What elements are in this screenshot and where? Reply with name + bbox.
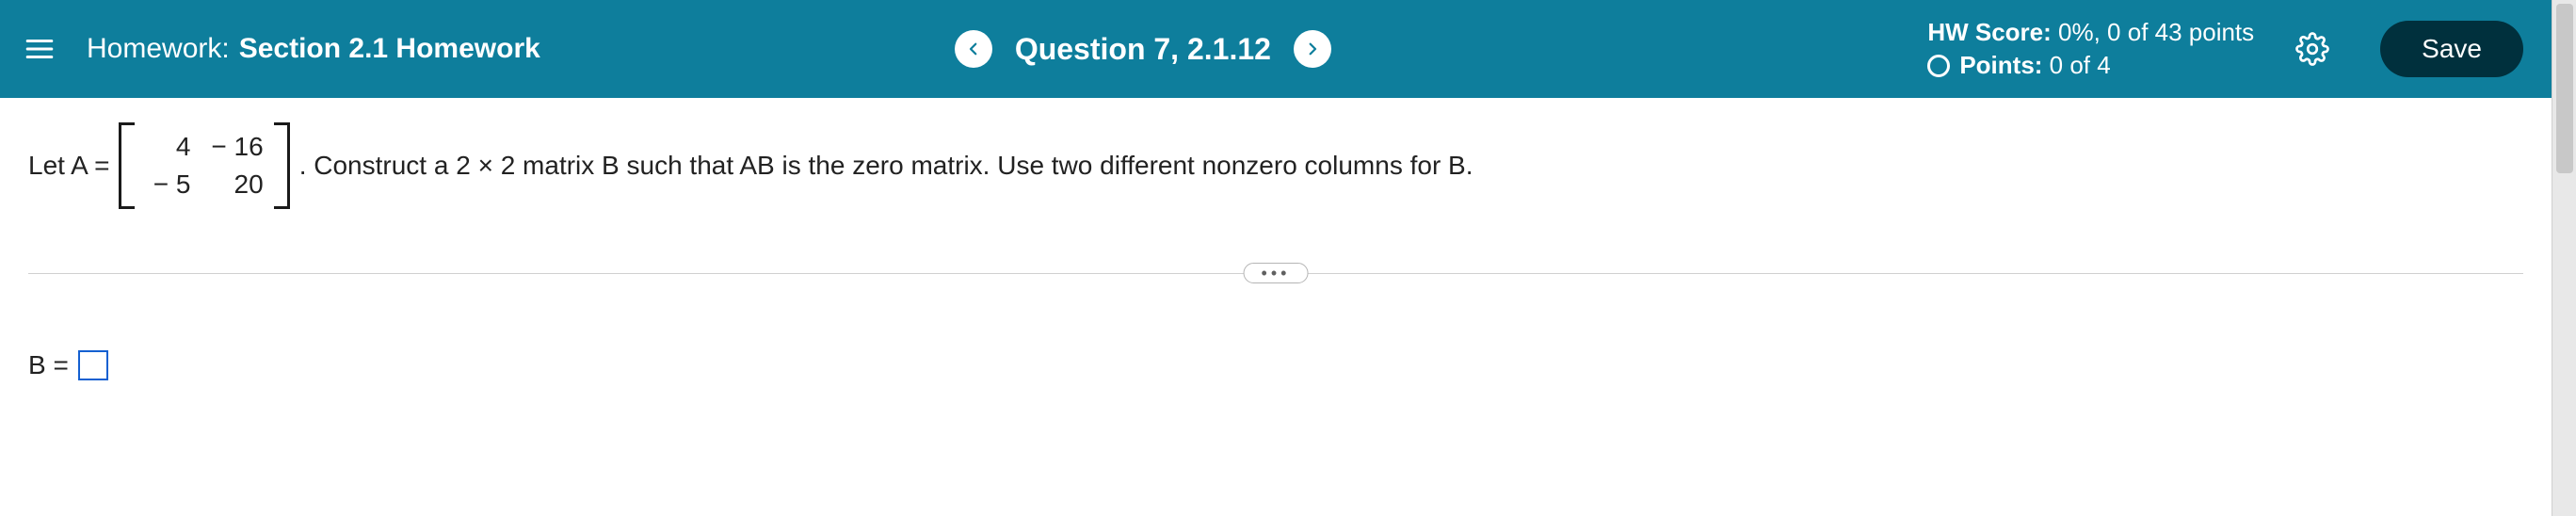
scrollbar-thumb[interactable] xyxy=(2556,4,2573,173)
question-title: Question 7, 2.1.12 xyxy=(1015,32,1271,67)
hamburger-menu-icon[interactable] xyxy=(19,28,60,70)
hw-score-label: HW Score: xyxy=(1927,18,2051,46)
let-a-label: Let A = xyxy=(28,151,109,181)
gear-icon xyxy=(2295,32,2329,66)
problem-statement: Let A = 4 − 16 − 5 20 . Construct a 2 × … xyxy=(28,122,2523,209)
matrix-a-grid: 4 − 16 − 5 20 xyxy=(134,122,274,209)
section-divider: ••• xyxy=(28,262,2523,284)
question-nav: Question 7, 2.1.12 xyxy=(955,30,1331,68)
hw-score-value: 0%, 0 of 43 points xyxy=(2052,18,2254,46)
matrix-a: 4 − 16 − 5 20 xyxy=(119,122,289,209)
prev-question-button[interactable] xyxy=(955,30,992,68)
answer-row: B = xyxy=(28,350,2523,380)
next-question-button[interactable] xyxy=(1294,30,1331,68)
matrix-cell-0-0: 4 xyxy=(145,132,190,162)
top-bar: Homework: Section 2.1 Homework Question … xyxy=(0,0,2552,98)
matrix-cell-1-0: − 5 xyxy=(145,169,190,200)
points: Points: 0 of 4 xyxy=(1927,49,2254,82)
problem-instruction: . Construct a 2 × 2 matrix B such that A… xyxy=(299,151,1473,181)
points-label: Points: xyxy=(1959,51,2042,79)
matrix-right-bracket xyxy=(275,122,290,209)
expand-button[interactable]: ••• xyxy=(1244,263,1309,283)
chevron-right-icon xyxy=(1304,40,1321,57)
hw-score: HW Score: 0%, 0 of 43 points xyxy=(1927,16,2254,49)
matrix-b-input[interactable] xyxy=(78,350,108,380)
assignment-title-label: Homework: xyxy=(87,33,230,65)
chevron-left-icon xyxy=(965,40,982,57)
points-value: 0 of 4 xyxy=(2042,51,2110,79)
assignment-title: Homework: Section 2.1 Homework xyxy=(87,33,540,65)
assignment-title-value: Section 2.1 Homework xyxy=(239,33,540,65)
matrix-left-bracket xyxy=(119,122,134,209)
vertical-scrollbar[interactable] xyxy=(2552,0,2576,516)
points-status-icon xyxy=(1927,55,1950,77)
content-area: Let A = 4 − 16 − 5 20 . Construct a 2 × … xyxy=(0,98,2552,380)
matrix-cell-1-1: 20 xyxy=(211,169,263,200)
settings-button[interactable] xyxy=(2292,28,2333,70)
matrix-cell-0-1: − 16 xyxy=(211,132,263,162)
score-block: HW Score: 0%, 0 of 43 points Points: 0 o… xyxy=(1927,16,2254,82)
save-button[interactable]: Save xyxy=(2380,21,2523,77)
answer-label: B = xyxy=(28,350,69,380)
